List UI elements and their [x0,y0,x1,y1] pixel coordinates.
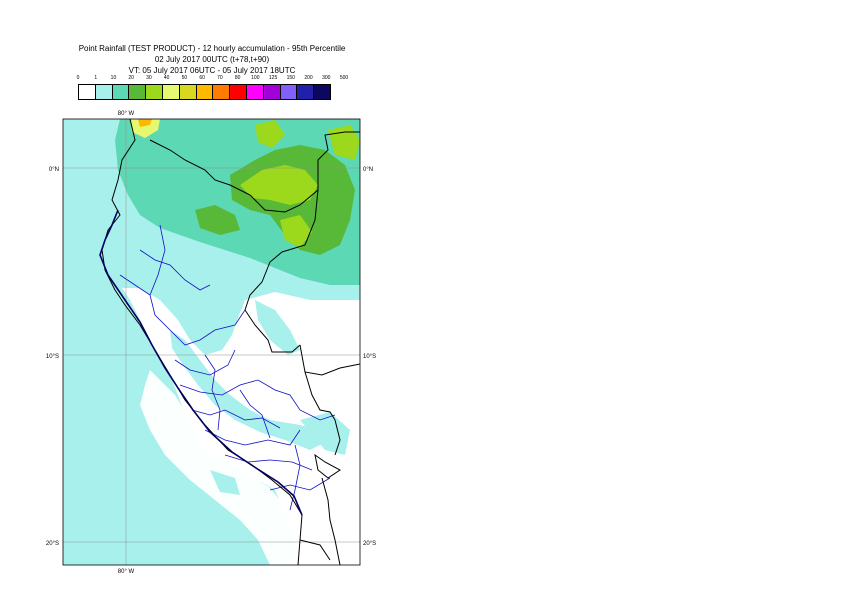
light-rain-patch-2 [255,300,300,355]
valid-time-label: VT: 05 July 2017 06UTC - 05 July 2017 18… [128,66,296,75]
light-rain-patch-3 [300,412,350,455]
legend-tick-label: 40 [163,75,170,81]
rainfall-field-30mm-4 [255,120,285,148]
map-frame [62,118,361,566]
lat-label-left-0: 0°N [49,167,59,173]
department-boundaries [119,224,336,511]
lon-label-top: 80° W [118,111,135,117]
lat-label-left-20s: 20°S [46,541,59,547]
lat-label-right-20s: 20°S [363,541,376,547]
legend-tick-label: 100 [251,75,260,81]
legend-tick-label: 150 [286,75,295,81]
legend-tick-label: 50 [181,75,188,81]
graticule [63,119,360,565]
legend-tick-labels: 0 1 10 20 30 40 50 60 70 80 100 125 150 200 300 500 [70,75,360,83]
legend-tick-label: 10 [110,75,117,81]
lat-label-right-0: 0°N [363,167,373,173]
legend-tick-label: 70 [217,75,223,81]
legend-tick-label: 300 [322,75,331,81]
legend-tick-label: 0 [76,75,80,81]
lat-label-left-10s: 10°S [46,354,59,360]
base-time-label: 02 July 2017 00UTC (t+78,t+90) [154,55,270,64]
legend-tick-label: 30 [146,75,152,81]
legend-tick-label: 125 [268,75,278,81]
rainfall-field-60mm [138,119,152,127]
rainfall-field-30mm [240,165,318,205]
rainfall-field-40mm [130,119,160,138]
legend-tick-label: 1 [94,75,98,81]
color-legend [78,84,331,100]
coastline [99,209,303,516]
legend-tick-label: 60 [199,75,205,81]
rainfall-field-30mm-3 [280,215,312,248]
dry-land-coastal [140,370,300,565]
rainfall-field-20mm-2 [195,205,240,235]
legend-swatch [313,84,331,100]
light-rain-patches [170,330,330,450]
legend-tick-label: 20 [128,75,134,81]
lon-label-bottom: 80° W [118,569,135,575]
light-rain-patch-4 [210,470,240,495]
legend-tick-label: 80 [234,75,241,81]
legend-tick-label: 200 [304,75,313,81]
legend-tick-label: 500 [339,75,349,81]
lat-label-right-10s: 10°S [363,354,376,360]
map-title: Point Rainfall (TEST PRODUCT) - 12 hourl… [78,44,346,53]
